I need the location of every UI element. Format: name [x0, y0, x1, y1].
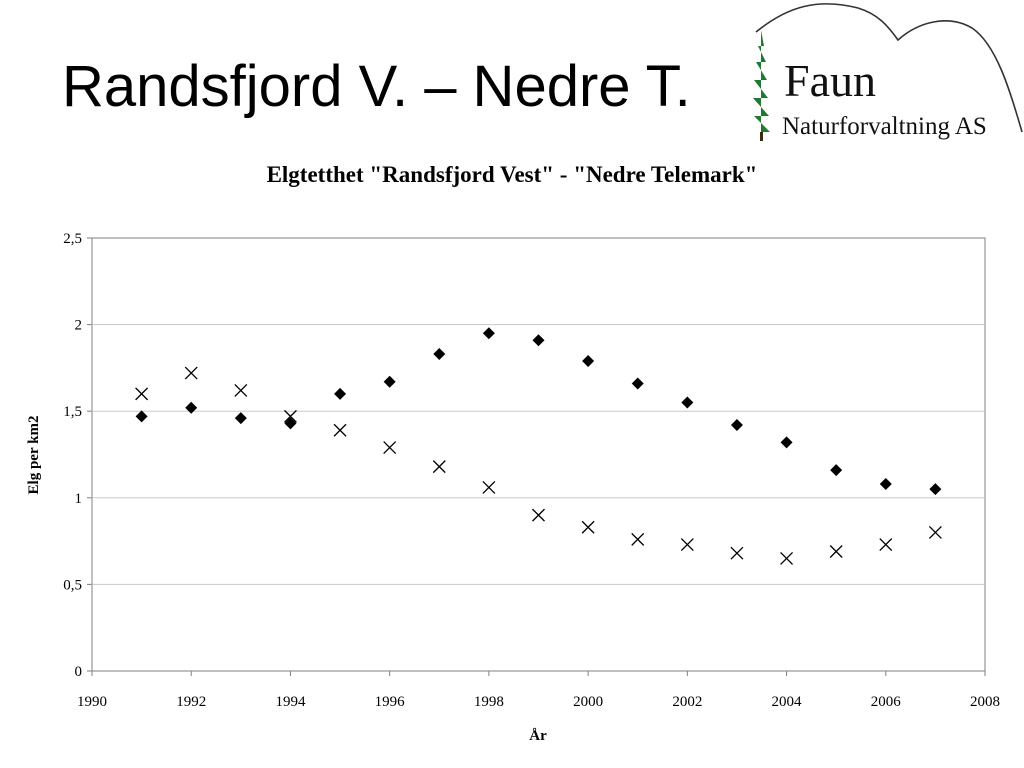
y-tick-label: 1,5 [63, 404, 82, 420]
data-point-x [283, 409, 297, 423]
data-point-diamond [830, 464, 843, 477]
x-tick-label: 2004 [772, 694, 803, 710]
logo-name: Faun [784, 55, 876, 106]
x-tick-label: 1996 [375, 694, 406, 710]
spruce-tree-icon [753, 30, 770, 132]
data-point-x [631, 532, 645, 546]
data-point-diamond [284, 417, 297, 430]
x-tick-label: 2008 [970, 694, 1000, 710]
x-tick-label: 1992 [176, 694, 206, 710]
data-point-x [532, 508, 545, 522]
data-point-x [780, 551, 794, 565]
data-point-x [581, 520, 595, 534]
data-point-x [184, 366, 198, 380]
data-point-diamond [879, 477, 892, 490]
data-point-x [432, 460, 446, 474]
y-axis-label: Elg per km2 [26, 416, 42, 495]
data-point-x [730, 546, 744, 560]
x-axis-label: År [529, 728, 547, 744]
y-tick-label: 2,5 [63, 231, 82, 247]
data-point-x [135, 387, 149, 401]
data-point-x [879, 538, 893, 552]
data-point-x [482, 480, 496, 494]
x-tick-label: 2002 [672, 694, 702, 710]
data-point-x [383, 441, 397, 455]
data-point-diamond [334, 387, 347, 400]
data-point-diamond [780, 436, 793, 449]
data-point-x [333, 423, 347, 437]
logo-subtitle: Naturforvaltning AS [782, 113, 987, 140]
y-tick-label: 1 [75, 491, 83, 507]
data-point-diamond [135, 410, 148, 423]
x-tick-label: 1990 [77, 694, 107, 710]
x-tick-label: 2006 [871, 694, 902, 710]
x-tick-label: 2000 [573, 694, 603, 710]
slide-title: Randsfjord V. – Nedre T. [62, 54, 691, 119]
y-tick-label: 0 [75, 664, 83, 680]
tree-trunk [760, 132, 763, 141]
data-point-x [928, 525, 942, 539]
data-point-diamond [631, 377, 644, 390]
data-point-diamond [383, 375, 396, 388]
data-point-x [234, 383, 248, 397]
plot-area [91, 237, 986, 672]
data-point-x [680, 538, 694, 552]
data-point-diamond [532, 334, 545, 347]
data-point-diamond [482, 327, 495, 340]
company-logo: Faun Naturforvaltning AS [748, 0, 1024, 150]
x-tick-label: 1994 [275, 694, 306, 710]
data-point-diamond [433, 348, 446, 361]
y-tick-label: 0,5 [63, 577, 82, 593]
logo-graphic [753, 3, 1023, 141]
chart-title: Elgtetthet "Randsfjord Vest" - "Nedre Te… [266, 162, 758, 187]
data-point-diamond [681, 396, 694, 409]
y-tick-label: 2 [75, 318, 83, 334]
x-tick-label: 1998 [474, 694, 504, 710]
data-point-diamond [234, 412, 247, 425]
data-point-diamond [730, 419, 743, 432]
data-point-x [829, 545, 843, 558]
data-point-diamond [185, 401, 198, 414]
data-point-diamond [929, 483, 942, 496]
data-point-diamond [582, 354, 595, 367]
